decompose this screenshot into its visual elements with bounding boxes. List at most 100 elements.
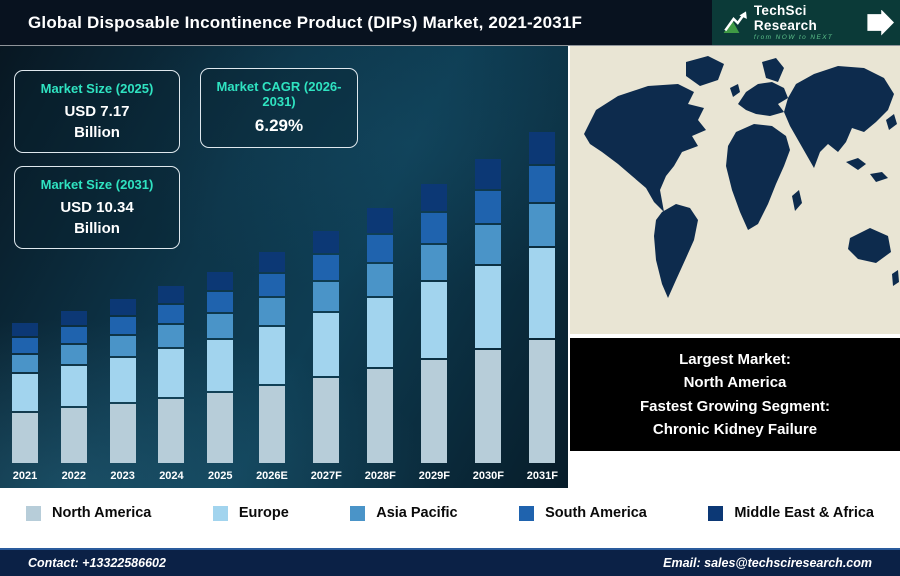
bar-segment-europe [529, 247, 556, 339]
bar-segment-middle-east-africa [529, 132, 556, 165]
stat-label: Market CAGR (2026-2031) [216, 79, 342, 109]
chart-panel: Market Size (2025) USD 7.17 Billion Mark… [0, 46, 568, 488]
stat-label: Market Size (2025) [40, 81, 154, 96]
stat-value: USD 7.17 Billion [64, 103, 130, 141]
bar-segment-middle-east-africa [258, 251, 285, 273]
bar-segment-north-america [207, 393, 234, 463]
highlight-line-largest-market-value: North America [683, 374, 787, 392]
stacked-bar [60, 311, 87, 463]
continent-south-america [654, 204, 698, 298]
legend-swatch-north-america [26, 505, 41, 521]
bar-segment-north-america [421, 360, 448, 463]
bar-segment-middle-east-africa [158, 285, 185, 303]
bar-column-2024: 2024 [158, 285, 185, 482]
x-axis-label-2027F: 2027F [310, 470, 342, 482]
stat-value: 6.29% [254, 116, 304, 135]
legend-item-asia-pacific: Asia Pacific [350, 505, 458, 521]
stat-box-market-size-2031: Market Size (2031) USD 10.34 Billion [14, 166, 180, 249]
bar-segment-south-america [158, 304, 185, 324]
stacked-bar [12, 322, 38, 463]
x-axis-label-2024: 2024 [159, 470, 184, 482]
legend-label: North America [52, 505, 152, 521]
bar-segment-north-america [258, 385, 285, 463]
header: Global Disposable Incontinence Product (… [0, 0, 900, 46]
x-axis-label-2030F: 2030F [472, 470, 504, 482]
bar-segment-south-america [421, 213, 448, 244]
continent-australia [848, 228, 891, 263]
legend-label: Middle East & Africa [734, 505, 874, 521]
stacked-bar [529, 132, 556, 463]
x-axis-label-2028F: 2028F [364, 470, 396, 482]
bar-segment-europe [475, 265, 502, 349]
right-column: Largest Market: North America Fastest Gr… [570, 46, 900, 488]
highlight-box: Largest Market: North America Fastest Gr… [570, 338, 900, 451]
bar-segment-asia-pacific [258, 298, 285, 325]
logo-tagline: from NOW to NEXT [753, 33, 834, 41]
bar-segment-europe [367, 298, 394, 368]
x-axis-label-2022: 2022 [61, 470, 87, 482]
bar-segment-north-america [367, 369, 394, 463]
stacked-bar [109, 298, 136, 463]
footer-email: Email: sales@techsciresearch.com [663, 556, 872, 570]
stacked-bar [421, 184, 448, 463]
footer: Contact: +13322586602 Email: sales@techs… [0, 548, 900, 576]
legend-item-north-america: North America [26, 505, 151, 521]
bar-segment-middle-east-africa [60, 311, 87, 326]
bar-chart: 2021 2022 2023 2024 2025 2026E 2027F 2028F 2029F… [12, 132, 558, 482]
legend-label: South America [545, 505, 647, 521]
legend: North America Europe Asia Pacific South Ame… [0, 488, 900, 538]
stat-label: Market Size (2031) [40, 177, 154, 192]
bar-segment-north-america [60, 408, 87, 463]
stat-value: USD 10.34 Billion [60, 199, 134, 237]
stacked-bar [158, 285, 185, 463]
x-axis-label-2023: 2023 [110, 470, 135, 482]
stacked-bar [313, 230, 340, 463]
bar-segment-north-america [529, 340, 556, 463]
highlight-line-fastest-segment-value: Chronic Kidney Failure [652, 420, 818, 438]
bar-column-2023: 2023 [109, 298, 136, 482]
stacked-bar [475, 158, 502, 463]
footer-contact: Contact: +13322586602 [28, 556, 166, 570]
logo-name: TechSci Research [753, 3, 818, 33]
main-row: Market Size (2025) USD 7.17 Billion Mark… [0, 46, 900, 488]
bar-segment-europe [313, 312, 340, 376]
bar-segment-asia-pacific [60, 345, 87, 365]
bar-segment-south-america [475, 190, 502, 224]
continent-asia [784, 66, 894, 168]
island-japan [886, 114, 897, 130]
legend-swatch-middle-east-africa [708, 505, 724, 521]
bar-segment-asia-pacific [367, 264, 394, 297]
bar-column-2028F: 2028F [365, 208, 396, 482]
bar-segment-asia-pacific [475, 225, 502, 264]
bar-segment-north-america [313, 377, 340, 463]
x-axis-label-2031F: 2031F [526, 470, 558, 482]
bar-segment-south-america [207, 292, 234, 313]
bar-segment-asia-pacific [158, 325, 185, 348]
map-continents [584, 56, 899, 298]
stacked-bar [207, 271, 234, 463]
legend-label: Europe [238, 505, 289, 521]
bar-segment-south-america [258, 274, 285, 297]
bar-segment-europe [158, 349, 185, 397]
bar-segment-asia-pacific [529, 203, 556, 246]
continent-greenland [686, 56, 724, 86]
bar-segment-middle-east-africa [421, 184, 448, 212]
legend-swatch-asia-pacific [350, 505, 366, 521]
stat-box-market-size-2025: Market Size (2025) USD 7.17 Billion [14, 70, 180, 153]
bar-segment-south-america [367, 234, 394, 263]
highlight-line-largest-market-label: Largest Market: [679, 351, 791, 368]
bar-segment-south-america [60, 327, 87, 344]
x-axis-label-2029F: 2029F [418, 470, 450, 482]
bar-segment-europe [258, 326, 285, 384]
logo-mountain-arrow-icon [723, 10, 747, 33]
map-panel [570, 46, 900, 334]
bar-column-2030F: 2030F [472, 158, 504, 482]
continent-europe [738, 82, 788, 116]
legend-label: Asia Pacific [376, 505, 458, 521]
x-axis-label-2025: 2025 [208, 470, 233, 482]
bar-segment-asia-pacific [207, 314, 234, 339]
bar-segment-asia-pacific [313, 281, 340, 311]
bar-column-2021: 2021 [12, 322, 38, 482]
bar-segment-north-america [475, 350, 502, 463]
